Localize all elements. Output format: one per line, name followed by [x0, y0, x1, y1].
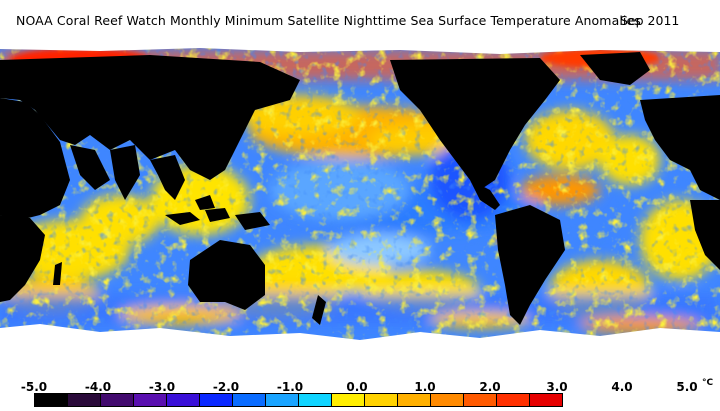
- colorbar-swatch: [133, 393, 167, 407]
- tick-label-p2: 2.0: [479, 380, 501, 394]
- colorbar-swatch: [430, 393, 464, 407]
- sst-anomaly-map: [0, 40, 720, 372]
- colorbar-swatch: [364, 393, 398, 407]
- tick-label-m1: -1.0: [276, 380, 304, 394]
- tick-label-p1: 1.0: [414, 380, 436, 394]
- tick-label-m2: -2.0: [212, 380, 240, 394]
- tick-label-0: 0.0: [346, 380, 368, 394]
- tick-label-m3: -3.0: [148, 380, 176, 394]
- colorbar-swatch: [67, 393, 101, 407]
- no-data-arctic: [0, 40, 720, 54]
- colorbar-swatch: [298, 393, 332, 407]
- tick-label-p3: 3.0: [546, 380, 568, 394]
- land: [0, 52, 720, 325]
- colorbar-swatch: [397, 393, 431, 407]
- colorbar-swatch: [331, 393, 365, 407]
- unit-label: °C: [702, 378, 714, 388]
- tick-label-m4: -4.0: [84, 380, 112, 394]
- map-title: NOAA Coral Reef Watch Monthly Minimum Sa…: [16, 13, 641, 28]
- map-date: Sep 2011: [620, 13, 680, 28]
- colorbar-swatch: [166, 393, 200, 407]
- colorbar-swatch: [232, 393, 266, 407]
- tick-label-m5: -5.0: [20, 380, 48, 394]
- colorbar-swatch: [463, 393, 497, 407]
- colorbar-swatch: [265, 393, 299, 407]
- colorbar-swatch: [496, 393, 530, 407]
- no-data-antarctic: [0, 324, 720, 372]
- colorbar: [34, 393, 563, 407]
- title-bar: NOAA Coral Reef Watch Monthly Minimum Sa…: [0, 0, 720, 40]
- colorbar-swatch: [199, 393, 233, 407]
- tick-label-p4: 4.0: [611, 380, 633, 394]
- tick-label-p5: 5.0: [676, 380, 698, 394]
- colorbar-swatch: [100, 393, 134, 407]
- colorbar-swatch: [529, 393, 563, 407]
- colorbar-swatch: [34, 393, 68, 407]
